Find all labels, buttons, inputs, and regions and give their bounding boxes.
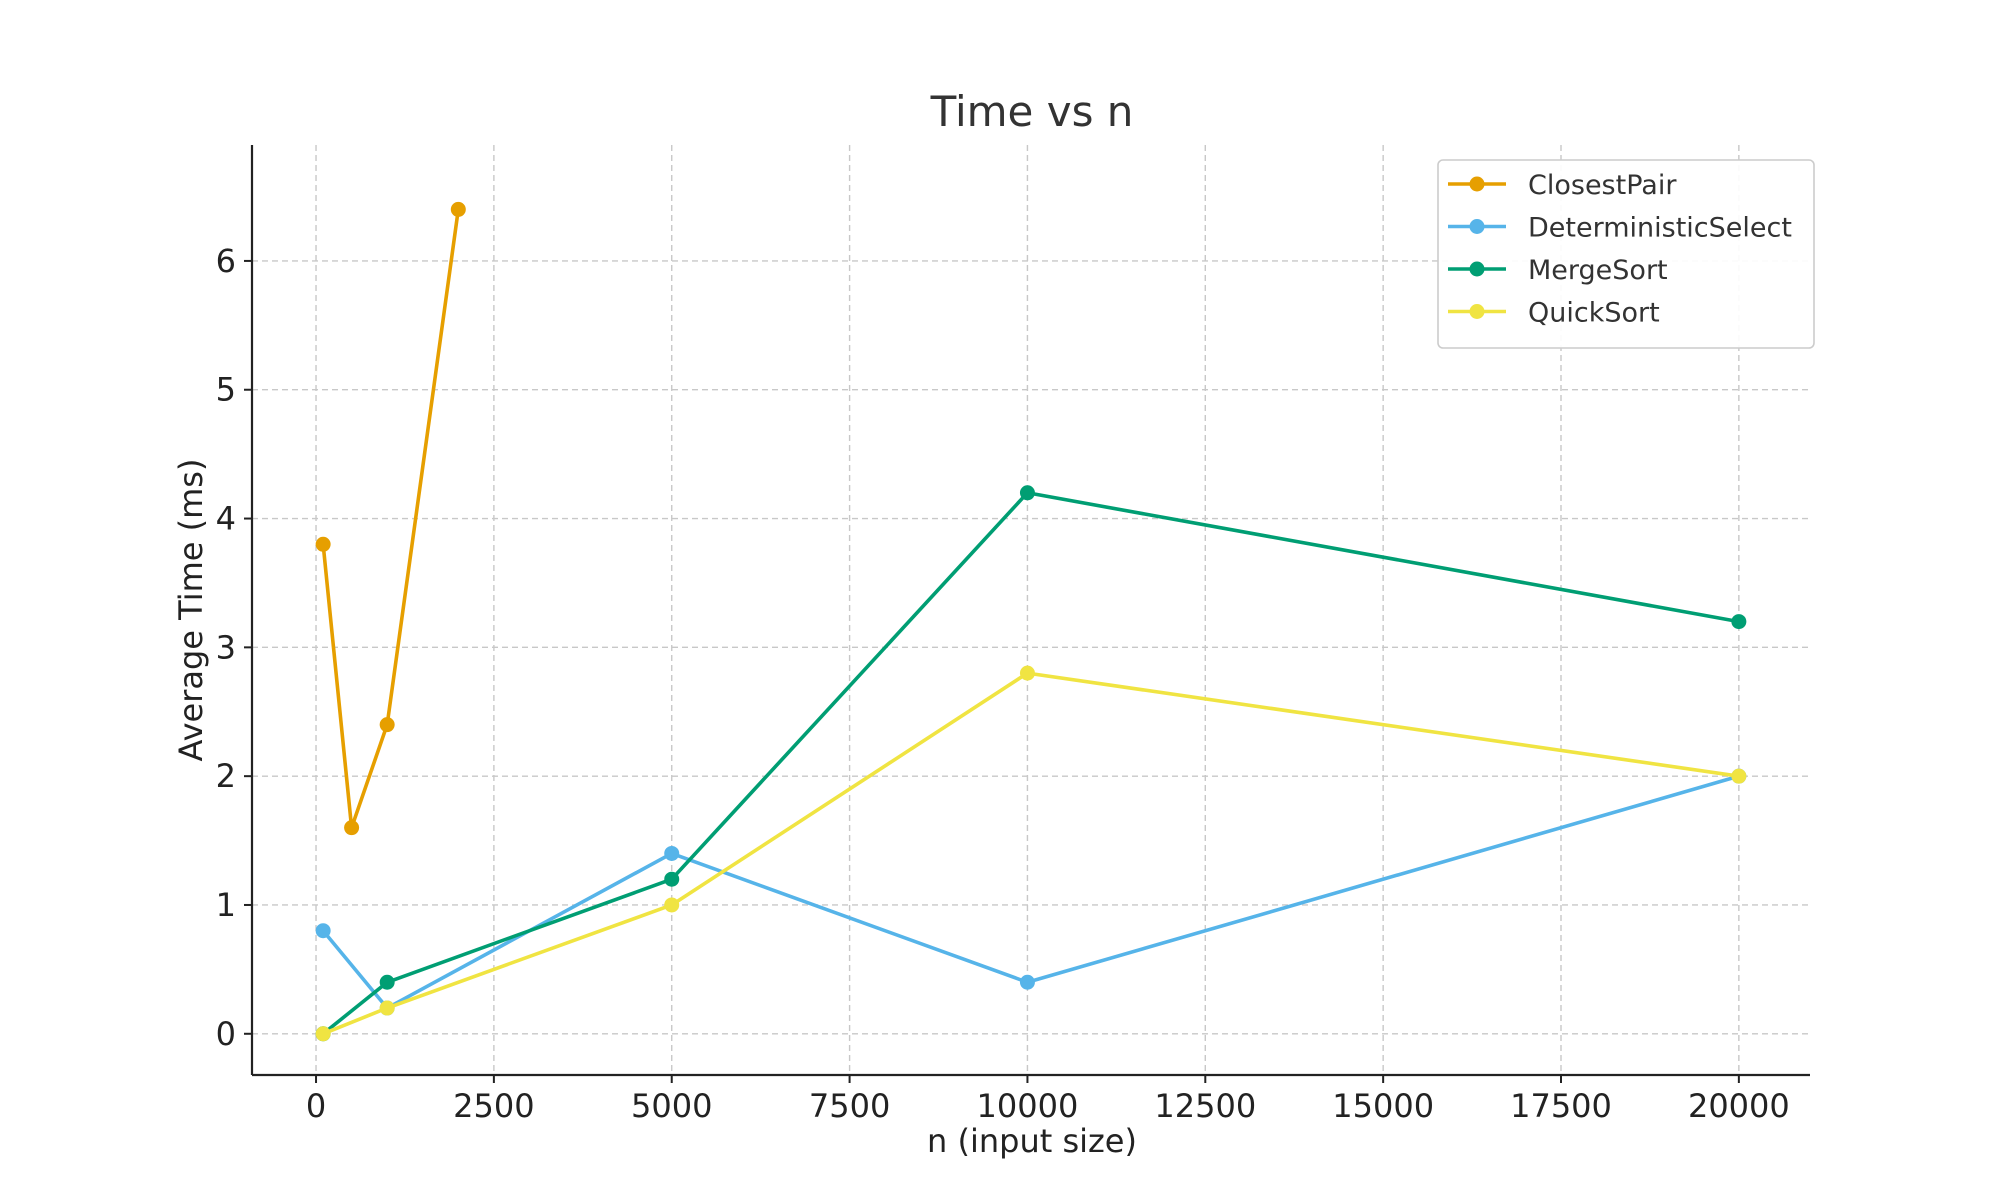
legend-label: DeterministicSelect bbox=[1528, 213, 1792, 244]
x-tick-label: 0 bbox=[306, 1087, 326, 1125]
data-point-closestpair bbox=[379, 717, 395, 733]
series-closestpair bbox=[315, 201, 466, 836]
data-point-deterministicselect bbox=[1019, 974, 1035, 990]
x-tick-label: 7500 bbox=[809, 1087, 890, 1125]
legend-label: QuickSort bbox=[1528, 298, 1660, 329]
data-point-quicksort bbox=[664, 897, 680, 913]
data-point-quicksort bbox=[1731, 768, 1747, 784]
x-tick-label: 10000 bbox=[977, 1087, 1079, 1125]
y-axis-label: Average Time (ms) bbox=[172, 459, 210, 762]
data-point-quicksort bbox=[1019, 665, 1035, 681]
x-tick-label: 20000 bbox=[1688, 1087, 1790, 1125]
y-tick-label: 6 bbox=[216, 242, 236, 280]
data-point-mergesort bbox=[379, 974, 395, 990]
axes bbox=[244, 145, 1810, 1083]
data-point-quicksort bbox=[315, 1026, 331, 1042]
series-line-closestpair bbox=[321, 209, 461, 830]
legend-item-deterministicselect: DeterministicSelect bbox=[1448, 213, 1792, 244]
x-tick-label: 15000 bbox=[1332, 1087, 1434, 1125]
legend-box bbox=[1437, 159, 1815, 349]
series-group bbox=[315, 201, 1747, 1042]
x-tick-label: 2500 bbox=[453, 1087, 534, 1125]
y-tick-label: 2 bbox=[216, 757, 236, 795]
legend-swatch-marker bbox=[1469, 304, 1485, 319]
legend-item-quicksort: QuickSort bbox=[1448, 298, 1660, 329]
legend-label: ClosestPair bbox=[1528, 170, 1677, 201]
legend-swatch-marker bbox=[1469, 219, 1485, 234]
series-quicksort bbox=[315, 665, 1747, 1042]
y-tick-label: 0 bbox=[216, 1015, 236, 1053]
data-point-mergesort bbox=[1731, 614, 1747, 630]
legend-swatch-marker bbox=[1469, 261, 1485, 277]
data-point-quicksort bbox=[379, 1000, 395, 1016]
data-point-deterministicselect bbox=[664, 845, 680, 861]
y-tick-label: 5 bbox=[216, 371, 236, 409]
x-tick-label: 17500 bbox=[1510, 1087, 1612, 1125]
y-tick-label: 4 bbox=[216, 500, 236, 538]
x-axis-label: n (input size) bbox=[927, 1122, 1137, 1160]
data-point-closestpair bbox=[315, 536, 331, 552]
chart-title: Time vs n bbox=[930, 87, 1134, 136]
data-point-mergesort bbox=[664, 871, 680, 887]
legend-item-mergesort: MergeSort bbox=[1448, 255, 1668, 286]
data-point-closestpair bbox=[344, 820, 360, 836]
y-tick-label: 3 bbox=[216, 628, 236, 666]
legend: ClosestPair DeterministicSelect MergeSort Q… bbox=[1437, 159, 1815, 349]
x-tick-label: 5000 bbox=[631, 1087, 712, 1125]
legend-swatch-marker bbox=[1469, 176, 1485, 192]
x-tick-label: 12500 bbox=[1154, 1087, 1256, 1125]
legend-label: MergeSort bbox=[1528, 255, 1668, 286]
data-point-mergesort bbox=[1019, 485, 1035, 501]
legend-item-closestpair: ClosestPair bbox=[1448, 170, 1677, 201]
y-tick-label: 1 bbox=[216, 886, 236, 924]
data-point-deterministicselect bbox=[315, 923, 331, 939]
data-point-closestpair bbox=[450, 201, 466, 217]
tick-labels: 0 2500 5000 7500 10000 12500 15000 17500 20000 0 1… bbox=[216, 242, 1790, 1125]
